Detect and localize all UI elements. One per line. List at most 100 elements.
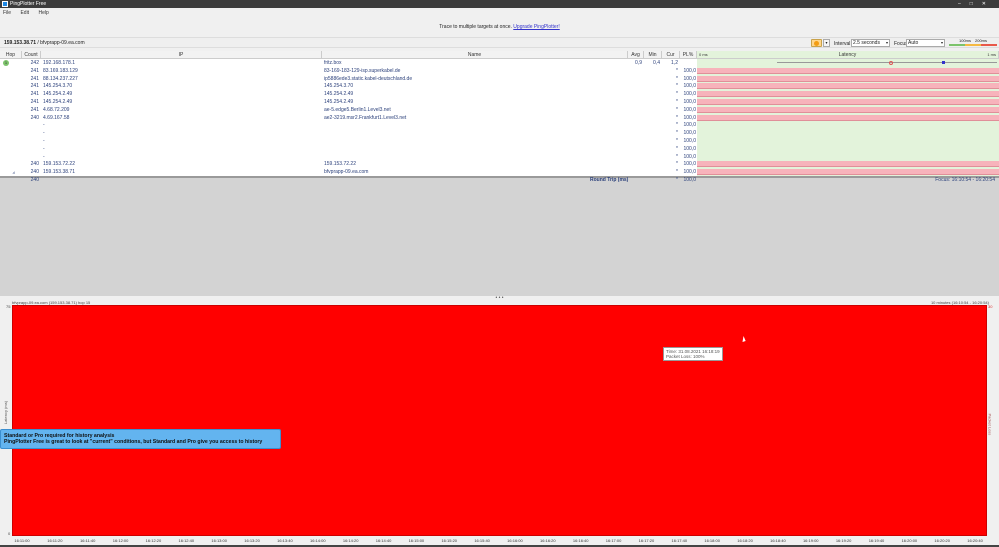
x-tick-label: 16:14:20	[342, 538, 359, 543]
focus-select[interactable]: Auto ▾	[906, 39, 945, 47]
banner-text: Trace to multiple targets at once.	[439, 24, 512, 30]
interval-label: Interval	[834, 41, 851, 47]
y-axis-label: Latency (ms)	[3, 400, 9, 425]
panel-splitter[interactable]: • • •	[0, 296, 999, 301]
promo-body: PingPlotter Free is great to look at "cu…	[4, 439, 263, 445]
col-pl[interactable]: PL%	[680, 51, 697, 59]
pause-button[interactable]	[811, 39, 822, 47]
hop-count: 241	[30, 99, 39, 105]
scale-red	[981, 44, 997, 46]
packet-loss-bar	[697, 83, 999, 90]
time-axis: 16:11:00 16:11:20 16:11:40 16:12:00 16:12:20…	[12, 537, 987, 545]
x-tick-label: 16:20:40	[967, 538, 983, 543]
right-axis-top: 30	[988, 304, 993, 309]
minimize-icon[interactable]: –	[957, 1, 970, 7]
x-tick-label: 16:16:40	[572, 538, 589, 543]
x-tick-label: 16:14:00	[309, 538, 326, 543]
hop-pl: 100,0	[683, 75, 696, 82]
hop-ip: -	[43, 130, 45, 137]
hop-ip: 4.68.72.209	[43, 106, 70, 113]
hop-name: bfvprapp-09.ea.com	[324, 169, 369, 176]
menu-file[interactable]: File	[3, 10, 12, 16]
hop-cur: *	[676, 75, 678, 82]
hop-count: 240	[30, 114, 39, 121]
hop-pl: 100,0	[683, 122, 696, 129]
graph-tooltip: Time: 31.08.2021 16:18:19 Packet Loss: 1…	[663, 347, 723, 361]
y-axis-bottom: 0	[8, 531, 11, 536]
chevron-down-icon: ▾	[885, 40, 888, 45]
col-name[interactable]: Name	[322, 51, 628, 59]
x-tick-label: 16:17:20	[638, 538, 655, 543]
hop-count: 241	[30, 67, 39, 74]
history-upgrade-notice[interactable]: Standard or Pro required for history ana…	[0, 429, 281, 449]
x-tick-label: 16:11:20	[47, 538, 63, 543]
x-tick-label: 16:16:00	[507, 538, 523, 543]
timeline-graph[interactable]	[12, 305, 987, 536]
menu-help[interactable]: Help	[38, 10, 49, 16]
col-cur[interactable]: Cur	[662, 51, 680, 59]
col-avg[interactable]: Avg	[628, 51, 644, 59]
latency-scale-legend: 100ms 200ms	[949, 38, 999, 48]
x-tick-label: 16:12:40	[178, 538, 195, 543]
x-tick-label: 16:14:40	[375, 538, 392, 543]
graph-range[interactable]: 10 minutes (16:10:54 - 16:20:54)	[930, 300, 989, 305]
window-controls[interactable]: –□✕	[958, 0, 995, 8]
round-trip-cur: *	[676, 177, 678, 183]
y-axis-top: 75	[6, 304, 11, 309]
latency-graph-area[interactable]	[697, 59, 999, 177]
target-ip: 159.153.38.71	[4, 40, 36, 46]
hop-cur: *	[676, 91, 678, 98]
hop-cur: *	[676, 122, 678, 129]
x-tick-label: 16:19:40	[868, 538, 885, 543]
latency-cur-marker	[942, 61, 945, 64]
menu-edit[interactable]: Edit	[20, 10, 30, 16]
hop-name: 83-169-183-129-isp.superkabel.de	[324, 67, 401, 74]
focus-value: Auto	[908, 40, 919, 46]
hop-cur: 1,2	[671, 60, 678, 66]
hop-ip: 145.254.3.70	[43, 83, 73, 90]
target-bar[interactable]: 159.153.38.71 / bfvprapp-09.ea.com	[0, 37, 999, 48]
round-trip-pl: 100,0	[683, 177, 696, 183]
target-host: / bfvprapp-09.ea.com	[35, 40, 85, 46]
hop-count: 241	[30, 83, 39, 90]
col-count[interactable]: Count	[22, 51, 41, 59]
hop-cur: *	[676, 67, 678, 74]
hop-ip: 145.254.2.49	[43, 99, 73, 105]
x-tick-label: 16:12:00	[112, 538, 129, 543]
hop-name: 145.254.2.49	[324, 91, 354, 98]
col-ip[interactable]: IP	[41, 51, 322, 59]
interval-value: 2.5 seconds	[853, 40, 880, 46]
pause-dropdown[interactable]: ▾	[823, 39, 830, 47]
x-tick-label: 16:11:40	[80, 538, 96, 543]
col-hop[interactable]: Hop	[0, 51, 22, 59]
hop-ip: 4.69.167.58	[43, 114, 70, 121]
round-trip-label: Round Trip (ms)	[590, 177, 629, 183]
x-tick-label: 16:13:00	[211, 538, 227, 543]
packet-loss-bar	[697, 169, 999, 176]
hop-ip: -	[43, 153, 45, 160]
hop-cur: *	[676, 83, 678, 90]
col-latency[interactable]: 0 ms Latency 1 ms	[697, 51, 999, 59]
hop-ip: 88.134.237.227	[43, 75, 78, 82]
hop-pl: 100,0	[683, 67, 696, 74]
hop-count: 241	[30, 75, 39, 82]
title-bar: PingPlotter Free	[0, 0, 999, 8]
hop-ip: 192.168.178.1	[43, 60, 75, 66]
hop-ip: 159.153.72.22	[43, 161, 75, 168]
hop-min: 0,4	[653, 60, 660, 66]
x-tick-label: 16:19:00	[802, 538, 819, 543]
col-min[interactable]: Min	[644, 51, 662, 59]
hop-pl: 100,0	[683, 99, 696, 105]
scale-100-label: 100ms	[959, 38, 972, 43]
maximize-icon[interactable]: □	[969, 1, 982, 7]
x-tick-label: 16:15:00	[408, 538, 425, 543]
x-tick-label: 16:13:20	[244, 538, 260, 543]
interval-select[interactable]: 2.5 seconds ▾	[851, 39, 890, 47]
hop-pl: 100,0	[683, 114, 696, 121]
tooltip-loss: Packet Loss: 100%	[666, 354, 705, 359]
signal-icon: .ıl	[12, 170, 16, 176]
upgrade-link[interactable]: Upgrade PingPlotter!	[513, 24, 560, 30]
hop-cur: *	[676, 138, 678, 144]
hop-pl: 100,0	[683, 106, 696, 113]
close-icon[interactable]: ✕	[981, 1, 995, 7]
